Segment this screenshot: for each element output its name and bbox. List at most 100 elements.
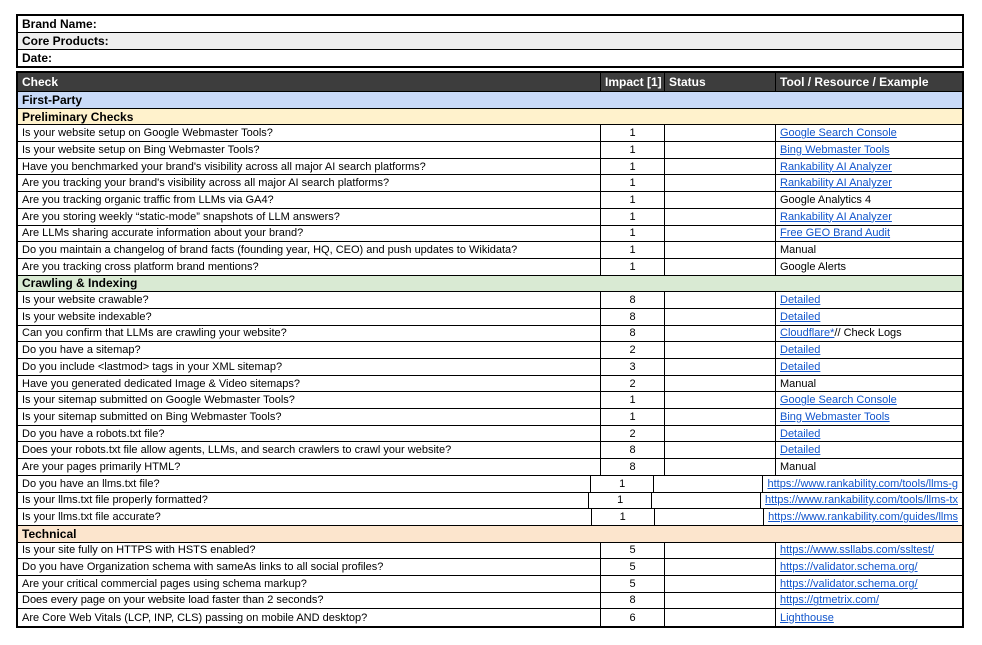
check-cell: Are Core Web Vitals (LCP, INP, CLS) pass… bbox=[22, 611, 368, 624]
check-cell: Is your llms.txt file accurate? bbox=[22, 511, 161, 524]
check-row: Are your pages primarily HTML? 8 Manual bbox=[18, 459, 962, 476]
status-cell[interactable] bbox=[664, 325, 775, 342]
status-cell[interactable] bbox=[664, 208, 775, 225]
tool-cell: Detailed bbox=[775, 308, 962, 325]
tool-link[interactable]: Cloudflare* bbox=[780, 327, 835, 340]
status-cell[interactable] bbox=[651, 492, 760, 509]
status-cell[interactable] bbox=[664, 559, 775, 575]
tool-link[interactable]: Detailed bbox=[780, 444, 821, 457]
impact-cell: 1 bbox=[600, 392, 664, 409]
impact-cell: 1 bbox=[590, 475, 653, 492]
check-cell: Is your website indexable? bbox=[22, 310, 152, 323]
core-products-row[interactable]: Core Products: bbox=[18, 33, 962, 50]
status-cell[interactable] bbox=[664, 609, 775, 626]
status-cell[interactable] bbox=[664, 142, 775, 158]
tool-cell: Manual bbox=[775, 242, 962, 258]
tool-link[interactable]: https://validator.schema.org/ bbox=[780, 561, 918, 574]
core-products-label: Core Products: bbox=[22, 34, 109, 48]
tool-cell: https://www.rankability.com/tools/llms-g bbox=[762, 475, 962, 492]
check-cell: Do you include <lastmod> tags in your XM… bbox=[22, 360, 283, 373]
check-cell: Is your website crawable? bbox=[22, 294, 149, 307]
status-cell[interactable] bbox=[664, 242, 775, 258]
tool-link[interactable]: Rankability AI Analyzer bbox=[780, 177, 892, 190]
impact-cell: 1 bbox=[590, 509, 654, 525]
check-row: Have you benchmarked your brand's visibi… bbox=[18, 158, 962, 176]
tool-link[interactable]: https://www.rankability.com/guides/llms bbox=[768, 511, 959, 524]
check-row: Are you tracking organic traffic from LL… bbox=[18, 192, 962, 209]
tool-cell: Lighthouse bbox=[775, 609, 962, 626]
tool-link[interactable]: https://www.rankability.com/tools/llms-g bbox=[767, 477, 958, 490]
tool-link[interactable]: Bing Webmaster Tools bbox=[780, 143, 890, 156]
tool-link[interactable]: https://www.ssllabs.com/ssltest/ bbox=[780, 544, 935, 557]
status-cell[interactable] bbox=[664, 258, 775, 275]
status-cell[interactable] bbox=[664, 575, 775, 592]
tool-cell: https://validator.schema.org/ bbox=[775, 559, 962, 575]
check-cell: Do you have a robots.txt file? bbox=[22, 427, 165, 440]
check-row: Are you tracking your brand's visibility… bbox=[18, 175, 962, 193]
check-cell: Does every page on your website load fas… bbox=[22, 594, 324, 607]
tool-link[interactable]: Bing Webmaster Tools bbox=[780, 410, 890, 423]
impact-cell: 1 bbox=[600, 192, 664, 208]
tool-link[interactable]: https://www.rankability.com/tools/llms-t… bbox=[765, 494, 958, 507]
status-cell[interactable] bbox=[664, 392, 775, 409]
status-cell[interactable] bbox=[664, 175, 775, 192]
check-row: Have you generated dedicated Image & Vid… bbox=[18, 375, 962, 393]
tool-cell: Google Analytics 4 bbox=[775, 192, 962, 208]
tool-link[interactable]: Detailed bbox=[780, 344, 821, 357]
status-cell[interactable] bbox=[664, 292, 775, 308]
check-row: Do you have a robots.txt file? 2 Detailed bbox=[18, 425, 962, 443]
tool-link[interactable]: Rankability AI Analyzer bbox=[780, 210, 892, 223]
check-row: Is your website crawable? 8 Detailed bbox=[18, 292, 962, 309]
tool-text: Manual bbox=[780, 377, 817, 390]
brand-name-row[interactable]: Brand Name: bbox=[18, 16, 962, 33]
tool-cell: Google Search Console bbox=[775, 392, 962, 409]
tool-cell: https://validator.schema.org/ bbox=[775, 575, 962, 592]
tool-link[interactable]: https://validator.schema.org/ bbox=[780, 577, 918, 590]
status-cell[interactable] bbox=[664, 459, 775, 475]
date-row[interactable]: Date: bbox=[18, 50, 962, 66]
status-cell[interactable] bbox=[664, 442, 775, 459]
status-cell[interactable] bbox=[664, 425, 775, 442]
tool-link[interactable]: Lighthouse bbox=[780, 611, 834, 624]
tool-link[interactable]: https://gtmetrix.com/ bbox=[780, 594, 880, 607]
status-cell[interactable] bbox=[664, 359, 775, 375]
tool-cell: Rankability AI Analyzer bbox=[775, 175, 962, 192]
impact-cell: 1 bbox=[600, 175, 664, 192]
check-row: Is your website indexable? 8 Detailed bbox=[18, 308, 962, 326]
check-cell: Are you tracking organic traffic from LL… bbox=[22, 193, 274, 206]
tool-link[interactable]: Rankability AI Analyzer bbox=[780, 160, 892, 173]
status-cell[interactable] bbox=[664, 592, 775, 609]
check-row: Are your critical commercial pages using… bbox=[18, 575, 962, 593]
check-cell: Are you storing weekly “static-mode” sna… bbox=[22, 210, 340, 223]
tool-link[interactable]: Detailed bbox=[780, 310, 821, 323]
status-cell[interactable] bbox=[653, 475, 762, 492]
status-cell[interactable] bbox=[664, 308, 775, 325]
status-cell[interactable] bbox=[664, 158, 775, 175]
tool-link[interactable]: Free GEO Brand Audit bbox=[780, 227, 891, 240]
section-header-technical: Technical bbox=[18, 525, 962, 543]
check-row: Are LLMs sharing accurate information ab… bbox=[18, 225, 962, 243]
check-cell: Does your robots.txt file allow agents, … bbox=[22, 444, 452, 457]
status-cell[interactable] bbox=[664, 542, 775, 559]
impact-cell: 1 bbox=[600, 242, 664, 258]
status-cell[interactable] bbox=[664, 375, 775, 392]
tool-link[interactable]: Detailed bbox=[780, 294, 821, 307]
section-title: Crawling & Indexing bbox=[22, 276, 138, 291]
status-cell[interactable] bbox=[664, 192, 775, 208]
tool-cell: Detailed bbox=[775, 292, 962, 308]
tool-link[interactable]: Google Search Console bbox=[780, 394, 897, 407]
check-cell: Is your sitemap submitted on Bing Webmas… bbox=[22, 410, 282, 423]
impact-cell: 1 bbox=[600, 258, 664, 275]
tool-link[interactable]: Detailed bbox=[780, 360, 821, 373]
tool-cell: Rankability AI Analyzer bbox=[775, 208, 962, 225]
tool-link[interactable]: Google Search Console bbox=[780, 127, 897, 140]
status-cell[interactable] bbox=[664, 409, 775, 425]
tool-link[interactable]: Detailed bbox=[780, 427, 821, 440]
status-cell[interactable] bbox=[664, 125, 775, 142]
impact-cell: 5 bbox=[600, 575, 664, 592]
check-row: Are you tracking cross platform brand me… bbox=[18, 258, 962, 276]
status-cell[interactable] bbox=[653, 509, 763, 525]
status-cell[interactable] bbox=[664, 342, 775, 358]
check-cell: Are your pages primarily HTML? bbox=[22, 460, 181, 473]
status-cell[interactable] bbox=[664, 225, 775, 242]
